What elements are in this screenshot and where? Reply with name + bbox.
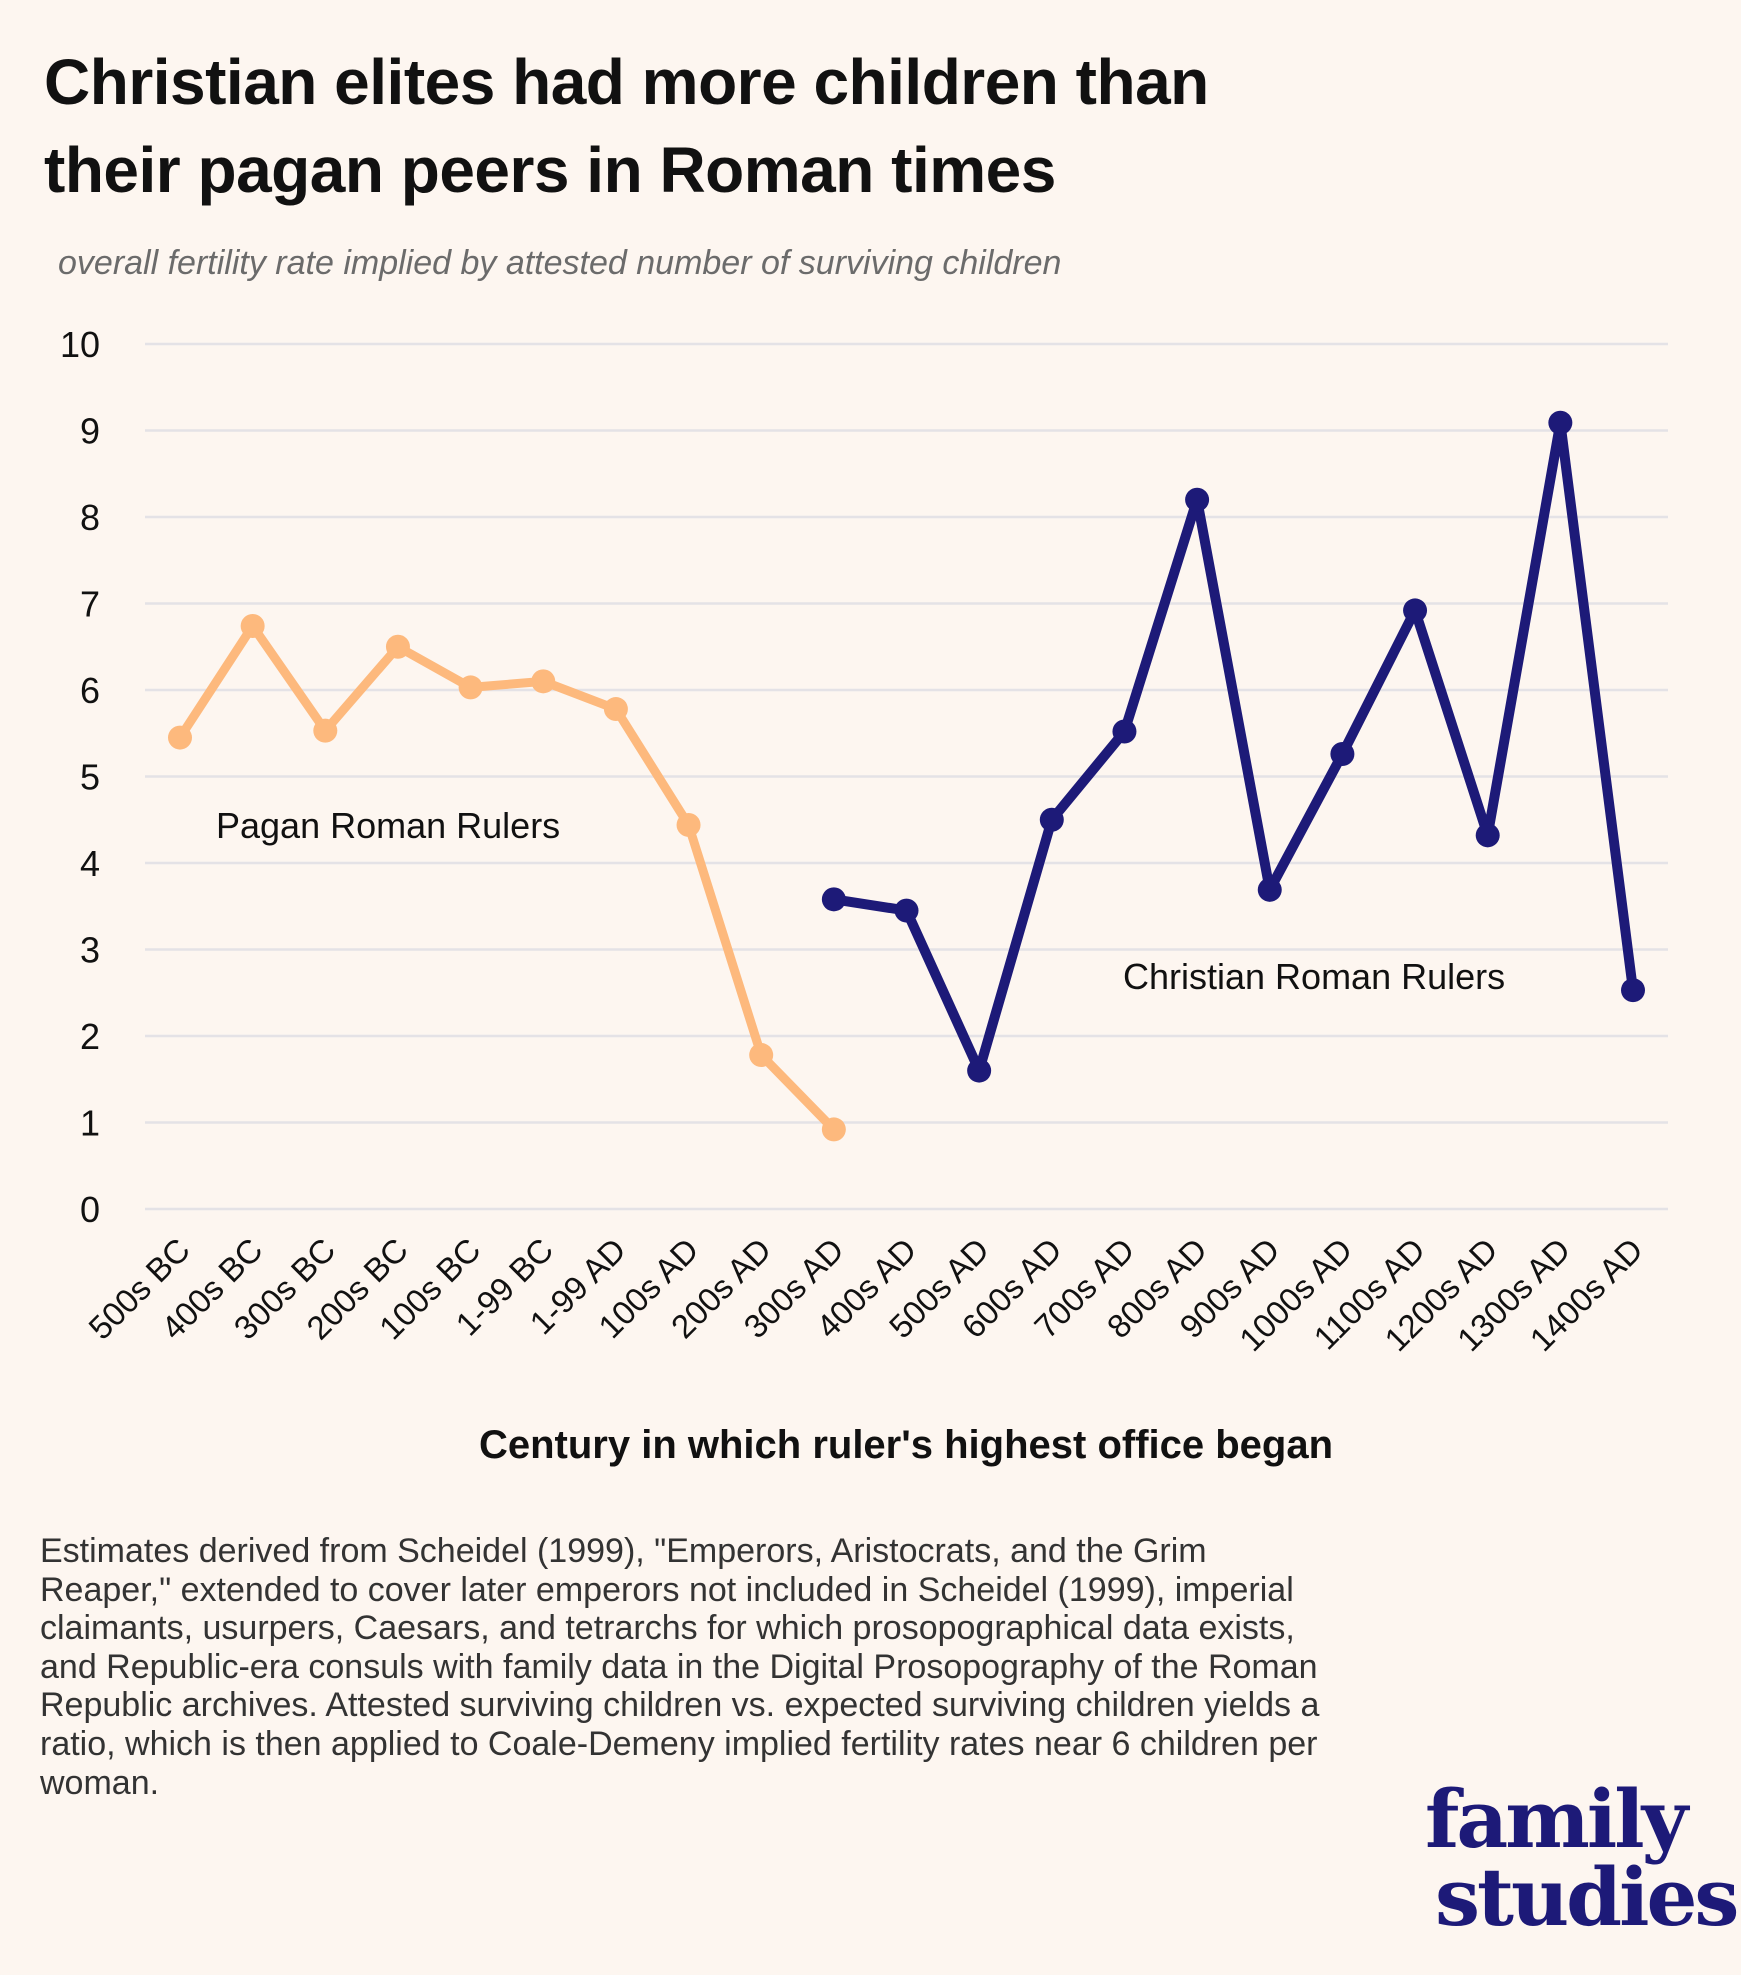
series-label-christian: Christian Roman Rulers (1123, 956, 1505, 997)
data-point (1039, 807, 1064, 832)
data-point (1257, 877, 1282, 902)
series-line-christian (833, 417, 1638, 1076)
source-note: Estimates derived from Scheidel (1999), … (40, 1532, 1320, 1802)
data-point (821, 887, 846, 912)
data-point (1475, 823, 1500, 848)
y-tick-label: 8 (80, 497, 100, 538)
title-line-2: their pagan peers in Roman times (44, 134, 1056, 206)
y-tick-label: 9 (80, 411, 100, 452)
family-studies-logo: family studies (1425, 1772, 1739, 1944)
data-point (240, 613, 265, 638)
y-tick-label: 3 (80, 930, 100, 971)
y-tick-label: 7 (80, 584, 100, 625)
series-line-pagan (176, 621, 838, 1133)
data-point (967, 1058, 992, 1083)
y-tick-label: 10 (60, 324, 100, 365)
data-point (1112, 719, 1137, 744)
logo-line-1: family (1425, 1772, 1688, 1866)
chart-subtitle: overall fertility rate implied by attest… (58, 244, 1062, 282)
x-axis-title: Century in which ruler's highest office … (479, 1423, 1333, 1467)
data-point (313, 718, 338, 743)
data-point (894, 898, 919, 923)
y-tick-label: 0 (80, 1189, 100, 1230)
y-tick-label: 6 (80, 670, 100, 711)
y-tick-label: 1 (80, 1103, 100, 1144)
logo-line-2: studies (1435, 1850, 1739, 1944)
data-point (1621, 978, 1645, 1003)
y-tick-label: 4 (80, 843, 100, 884)
series-label-pagan: Pagan Roman Rulers (216, 805, 560, 846)
data-point (821, 1117, 846, 1142)
data-point (676, 812, 701, 837)
data-point (1403, 598, 1428, 623)
y-tick-label: 5 (80, 757, 100, 798)
y-tick-label: 2 (80, 1016, 100, 1057)
data-point (1548, 410, 1573, 435)
title-line-1: Christian elites had more children than (44, 46, 1209, 118)
chart-title: Christian elites had more children than t… (44, 38, 1209, 214)
data-point (1330, 742, 1355, 767)
data-point (1185, 487, 1210, 512)
data-point (385, 634, 410, 659)
data-point (531, 669, 556, 694)
data-point (168, 725, 192, 750)
data-point (458, 675, 483, 700)
data-point (749, 1043, 774, 1068)
data-point (603, 697, 628, 722)
